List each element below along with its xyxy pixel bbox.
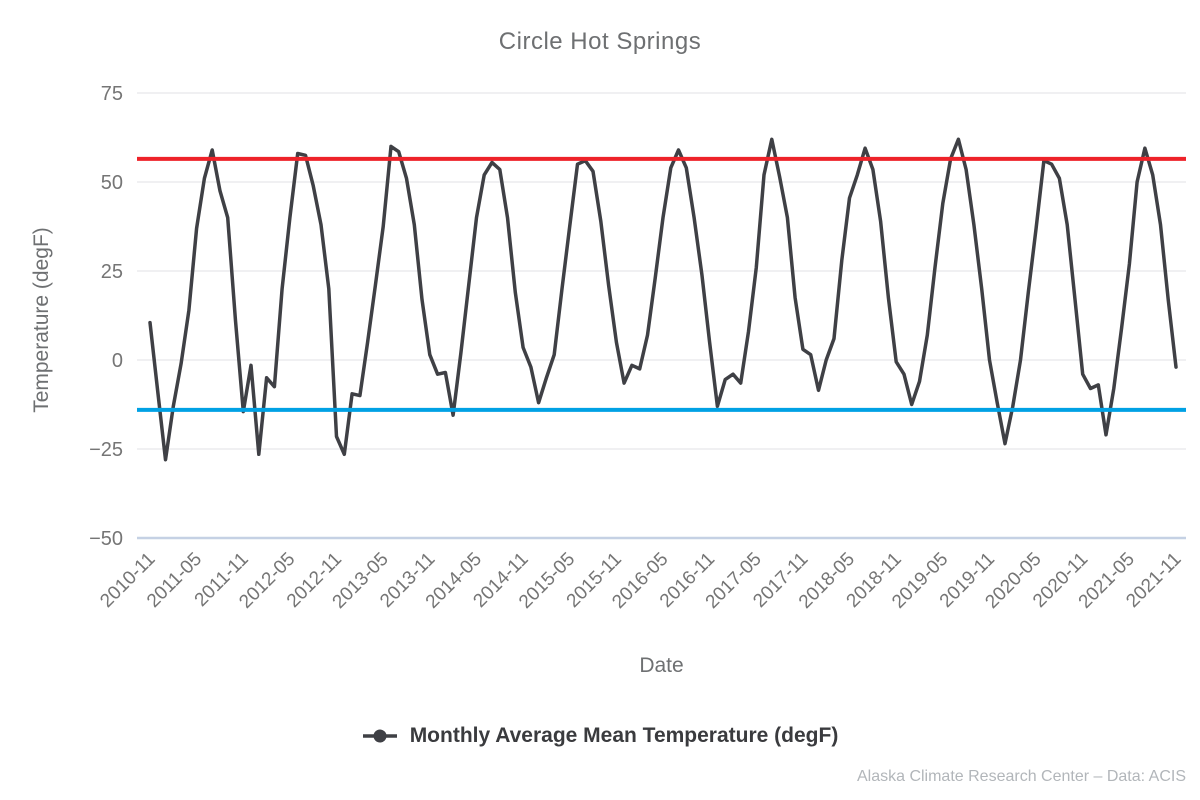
temperature-series-line[interactable]	[148, 137, 1178, 462]
data-credit: Alaska Climate Research Center – Data: A…	[856, 768, 1186, 785]
y-tick-label: 25	[101, 261, 123, 283]
y-tick-label: 75	[101, 83, 123, 105]
chart-title: Circle Hot Springs	[498, 28, 702, 55]
legend[interactable]: Monthly Average Mean Temperature (degF)	[0, 724, 1200, 748]
y-tick-label: 0	[112, 350, 123, 372]
y-tick-label: 50	[101, 172, 123, 194]
y-axis-title: Temperature (degF)	[30, 227, 53, 413]
legend-line-marker-icon	[362, 729, 397, 743]
y-tick-label: −25	[89, 439, 123, 461]
y-tick-label: −50	[89, 528, 123, 550]
x-axis-title: Date	[639, 654, 684, 677]
legend-label: Monthly Average Mean Temperature (degF)	[409, 724, 839, 747]
